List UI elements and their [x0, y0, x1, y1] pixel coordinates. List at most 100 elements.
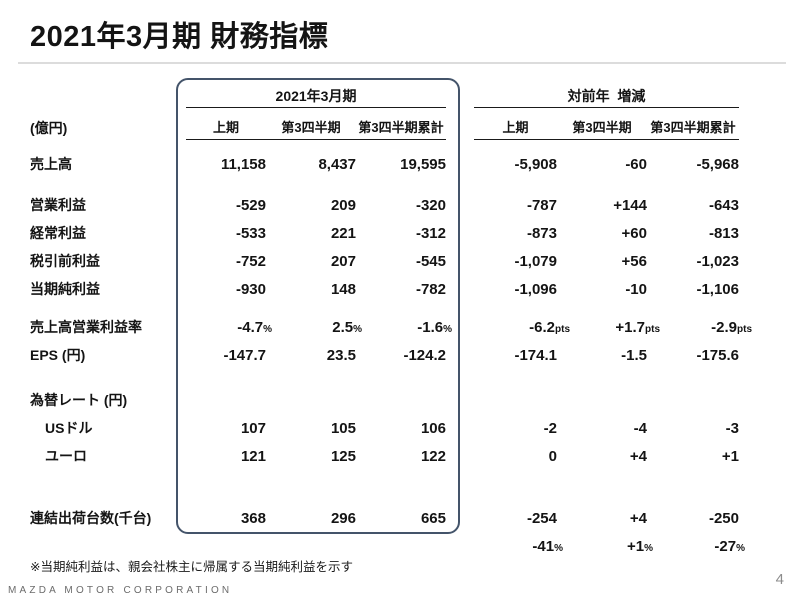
unit-label: (億円): [30, 120, 68, 136]
cell-change: +4: [629, 509, 647, 527]
cell-value: -4.7%: [237, 318, 272, 336]
cell-change: 0: [548, 447, 557, 465]
percent-unit: %: [263, 323, 272, 335]
cell-value: -533: [235, 224, 266, 242]
pts-unit: pts: [555, 323, 570, 335]
row-label: EPS (円): [30, 347, 86, 363]
table-row-revenue: 売上高 11,158 8,437 19,595 -5,908 -60 -5,96…: [30, 150, 800, 178]
cell-change: -1,096: [514, 280, 557, 298]
table-row-net-income: 当期純利益 -930 148 -782 -1,096 -10 -1,106: [30, 275, 800, 303]
cell-change: -3: [725, 419, 739, 437]
cell-change: +1: [721, 447, 739, 465]
table-row-profit-before-tax: 税引前利益 -752 207 -545 -1,079 +56 -1,023: [30, 247, 800, 275]
cell-value: 125: [330, 447, 356, 465]
cell-change: -254: [526, 509, 557, 527]
percent-unit: %: [736, 542, 745, 554]
table-row-eps: EPS (円) -147.7 23.5 -124.2 -174.1 -1.5 -…: [30, 341, 800, 369]
table-row-shipments-pct: -41% +1% -27%: [30, 532, 800, 560]
cell-value: 2.5%: [332, 318, 362, 336]
cell-change: +1%: [626, 537, 653, 555]
percent-unit: %: [644, 542, 653, 554]
table-row-ordinary-profit: 経常利益 -533 221 -312 -873 +60 -813: [30, 219, 800, 247]
cell-value: -124.2: [403, 346, 446, 364]
column-header-row: (億円) 上期 第3四半期 第3四半期累計 上期 第3四半期 第3四半期累計: [30, 116, 800, 140]
cell-change: -175.6: [696, 346, 739, 364]
cell-value: 8,437: [318, 155, 356, 173]
cell-value: -312: [415, 224, 446, 242]
footnote: ※当期純利益は、親会社株主に帰属する当期純利益を示す: [30, 560, 353, 574]
row-label: ユーロ: [45, 448, 87, 464]
cell-value: -529: [235, 196, 266, 214]
col-header-first-half: 上期: [186, 116, 266, 140]
row-label: 売上高: [30, 156, 72, 172]
table-row-fx: 為替レート (円): [30, 386, 800, 414]
cell-value: -782: [415, 280, 446, 298]
cell-change: -1.5: [621, 346, 647, 364]
row-label: 営業利益: [30, 197, 86, 213]
cell-change: -10: [625, 280, 647, 298]
cell-change: -873: [526, 224, 557, 242]
cell-change: -787: [526, 196, 557, 214]
cell-value: 121: [240, 447, 266, 465]
cell-change: -41%: [532, 537, 563, 555]
company-footer: MAZDA MOTOR CORPORATION: [8, 585, 233, 596]
cell-change: +60: [621, 224, 647, 242]
cell-value: 107: [240, 419, 266, 437]
group-header-row: 2021年3月期 対前年 増減: [30, 84, 800, 108]
percent-unit: %: [443, 323, 452, 335]
cell-value: 106: [420, 419, 446, 437]
percent-unit: %: [554, 542, 563, 554]
cell-value: -752: [235, 252, 266, 270]
cell-change: -174.1: [514, 346, 557, 364]
row-label: 売上高営業利益率: [30, 319, 142, 335]
cell-value: 19,595: [400, 155, 446, 173]
cell-value: 665: [420, 509, 446, 527]
col-header-q3-cum: 第3四半期累計: [356, 116, 446, 140]
col-header-q3: 第3四半期: [266, 116, 356, 140]
cell-value: 296: [330, 509, 356, 527]
cell-value: 207: [330, 252, 356, 270]
cell-change: -250: [708, 509, 739, 527]
page-title: 2021年3月期 財務指標: [30, 21, 329, 53]
cell-value: 23.5: [326, 346, 356, 364]
pts-unit: pts: [737, 323, 752, 335]
cell-value: 105: [330, 419, 356, 437]
col-header-change-first-half: 上期: [474, 116, 557, 140]
col-header-change-q3-cum: 第3四半期累計: [647, 116, 739, 140]
cell-value: 122: [420, 447, 446, 465]
cell-value: 209: [330, 196, 356, 214]
cell-value: 368: [240, 509, 266, 527]
page-number: 4: [775, 571, 784, 588]
row-label: 為替レート (円): [30, 392, 128, 408]
cell-value: 11,158: [220, 155, 266, 173]
cell-value: -320: [415, 196, 446, 214]
cell-value: 221: [330, 224, 356, 242]
title-divider: [18, 62, 786, 64]
row-label: 経常利益: [30, 225, 86, 241]
table-row-eur: ユーロ 121 125 122 0 +4 +1: [30, 442, 800, 470]
cell-value: -147.7: [223, 346, 266, 364]
table-row-operating-margin: 売上高営業利益率 -4.7% 2.5% -1.6% -6.2pts +1.7pt…: [30, 313, 800, 341]
cell-change: -813: [708, 224, 739, 242]
cell-change: -5,908: [514, 155, 557, 173]
highlight-box: [176, 78, 460, 534]
cell-change: -2: [543, 419, 557, 437]
cell-value: -545: [415, 252, 446, 270]
cell-change: -60: [625, 155, 647, 173]
row-label: 連結出荷台数(千台): [30, 510, 152, 526]
cell-change: -5,968: [696, 155, 739, 173]
cell-change: -2.9pts: [711, 318, 752, 336]
table-row-usd: USドル 107 105 106 -2 -4 -3: [30, 414, 800, 442]
pts-unit: pts: [645, 323, 660, 335]
cell-change: +4: [629, 447, 647, 465]
cell-change: -643: [708, 196, 739, 214]
cell-change: -27%: [714, 537, 745, 555]
percent-unit: %: [353, 323, 362, 335]
group-header-change: 対前年 増減: [474, 84, 739, 108]
cell-value: -1.6%: [417, 318, 452, 336]
cell-value: 148: [330, 280, 356, 298]
row-label: 当期純利益: [30, 281, 100, 297]
financial-table: 2021年3月期 対前年 増減 (億円) 上期 第3四半期 第3四半期累計 上期…: [0, 84, 800, 560]
table-row-operating-profit: 営業利益 -529 209 -320 -787 +144 -643: [30, 191, 800, 219]
group-header-actual: 2021年3月期: [186, 84, 446, 108]
